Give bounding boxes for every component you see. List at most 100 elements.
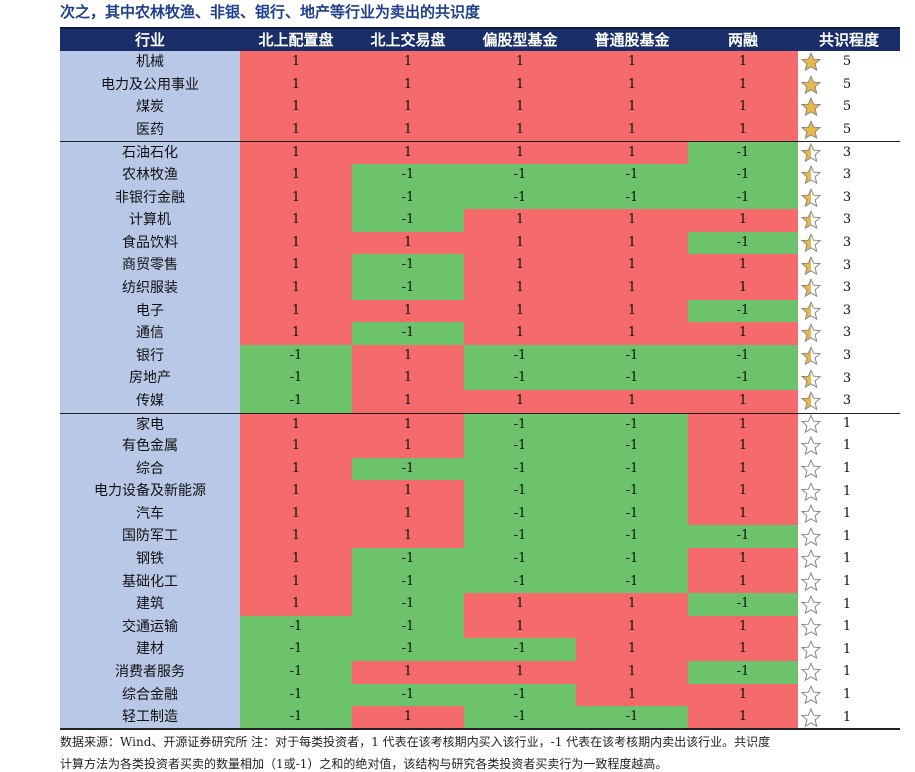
signal-cell: -1 bbox=[352, 209, 464, 232]
consensus-cell: 1 bbox=[798, 638, 900, 662]
industry-name: 电子 bbox=[60, 299, 240, 323]
signal-cell: -1 bbox=[464, 367, 576, 390]
industry-name: 传媒 bbox=[60, 389, 240, 413]
signal-cell: 1 bbox=[576, 389, 688, 413]
page-title: 次之，其中农林牧渔、非银、银行、地产等行业为卖出的共识度 bbox=[60, 3, 481, 21]
signal-cell: 1 bbox=[688, 73, 798, 97]
signal-cell: 1 bbox=[240, 570, 352, 594]
star-empty-icon bbox=[798, 616, 824, 638]
signal-cell: 1 bbox=[240, 118, 352, 142]
industry-name: 电力及公用事业 bbox=[60, 73, 240, 97]
signal-cell: -1 bbox=[576, 344, 688, 368]
table-body: 机械 1 1 1 1 1 5 电力及公用事业 1 1 1 1 1 5 煤炭 1 1 1 1 1 5 医药 1 1 1 1 1 5 石油石… bbox=[60, 51, 900, 729]
signal-cell: -1 bbox=[688, 186, 798, 210]
signal-cell: 1 bbox=[240, 276, 352, 300]
consensus-value: 3 bbox=[842, 167, 852, 183]
consensus-value: 5 bbox=[842, 54, 852, 70]
star-half-icon bbox=[798, 232, 824, 254]
signal-cell: 1 bbox=[576, 593, 688, 616]
table-row: 机械 1 1 1 1 1 5 bbox=[60, 51, 900, 74]
star-empty-icon bbox=[798, 639, 824, 661]
industry-name: 家电 bbox=[60, 413, 240, 436]
consensus-cell: 3 bbox=[798, 209, 900, 232]
industry-name: 煤炭 bbox=[60, 96, 240, 119]
signal-cell: 1 bbox=[240, 413, 352, 436]
signal-cell: 1 bbox=[464, 73, 576, 97]
signal-cell: -1 bbox=[352, 457, 464, 481]
header-cell: 两融 bbox=[727, 31, 758, 49]
star-empty-icon bbox=[798, 684, 824, 706]
consensus-cell: 3 bbox=[798, 231, 900, 255]
consensus-cell: 5 bbox=[798, 96, 900, 119]
table-row: 家电 1 1 -1 -1 1 1 bbox=[60, 412, 900, 436]
signal-cell: 1 bbox=[464, 142, 576, 164]
consensus-value: 3 bbox=[842, 325, 852, 341]
consensus-cell: 1 bbox=[798, 615, 900, 639]
consensus-cell: 3 bbox=[798, 276, 900, 300]
table-row: 传媒 -1 1 1 1 1 3 bbox=[60, 389, 900, 413]
star-half-icon bbox=[798, 322, 824, 344]
signal-cell: 1 bbox=[352, 367, 464, 390]
signal-cell: 1 bbox=[576, 299, 688, 323]
consensus-value: 1 bbox=[842, 686, 852, 702]
signal-cell: -1 bbox=[352, 163, 464, 187]
signal-cell: -1 bbox=[464, 344, 576, 368]
signal-cell: 1 bbox=[688, 435, 798, 458]
signal-cell: -1 bbox=[464, 548, 576, 571]
signal-cell: 1 bbox=[576, 118, 688, 142]
signal-cell: -1 bbox=[240, 706, 352, 729]
industry-name: 医药 bbox=[60, 118, 240, 142]
consensus-table: 行业 北上配置盘 北上交易盘 偏股型基金 普通股基金 两融 共识程度 机械 1 1 1 1 1 5 电力及… bbox=[60, 27, 900, 729]
table-row: 综合 1 -1 -1 -1 1 1 bbox=[60, 457, 900, 481]
table-row: 国防军工 1 1 -1 -1 -1 1 bbox=[60, 525, 900, 549]
table-row: 商贸零售 1 -1 1 1 1 3 bbox=[60, 254, 900, 277]
signal-cell: -1 bbox=[240, 683, 352, 707]
table-row: 农林牧渔 1 -1 -1 -1 -1 3 bbox=[60, 163, 900, 187]
table-row: 石油石化 1 1 1 1 -1 3 bbox=[60, 141, 900, 164]
industry-name: 交通运输 bbox=[60, 615, 240, 639]
table-row: 医药 1 1 1 1 1 5 bbox=[60, 118, 900, 142]
consensus-value: 1 bbox=[842, 483, 852, 499]
signal-cell: 1 bbox=[240, 186, 352, 210]
consensus-value: 3 bbox=[842, 145, 852, 161]
signal-cell: -1 bbox=[240, 661, 352, 684]
signal-cell: 1 bbox=[352, 118, 464, 142]
table-row: 非银行金融 1 -1 -1 -1 -1 3 bbox=[60, 186, 900, 210]
signal-cell: 1 bbox=[240, 525, 352, 549]
signal-cell: -1 bbox=[576, 186, 688, 210]
signal-cell: -1 bbox=[352, 254, 464, 277]
table-row: 汽车 1 1 -1 -1 1 1 bbox=[60, 502, 900, 526]
table-row: 消费者服务 -1 1 1 1 -1 1 bbox=[60, 661, 900, 684]
consensus-cell: 1 bbox=[798, 570, 900, 594]
signal-cell: -1 bbox=[352, 548, 464, 571]
industry-name: 纺织服装 bbox=[60, 276, 240, 300]
consensus-cell: 5 bbox=[798, 51, 900, 74]
signal-cell: -1 bbox=[240, 389, 352, 413]
signal-cell: 1 bbox=[352, 706, 464, 729]
star-half-icon bbox=[798, 277, 824, 299]
signal-cell: -1 bbox=[576, 548, 688, 571]
consensus-value: 3 bbox=[842, 212, 852, 228]
signal-cell: 1 bbox=[688, 322, 798, 345]
consensus-value: 1 bbox=[842, 416, 852, 432]
signal-cell: 1 bbox=[352, 661, 464, 684]
signal-cell: 1 bbox=[464, 51, 576, 74]
signal-cell: 1 bbox=[688, 389, 798, 413]
industry-name: 银行 bbox=[60, 344, 240, 368]
industry-name: 建材 bbox=[60, 638, 240, 662]
signal-cell: 1 bbox=[240, 299, 352, 323]
signal-cell: 1 bbox=[464, 615, 576, 639]
signal-cell: 1 bbox=[464, 276, 576, 300]
industry-name: 综合 bbox=[60, 457, 240, 481]
consensus-value: 3 bbox=[842, 257, 852, 273]
header-cell: 北上配置盘 bbox=[258, 31, 334, 49]
table-bottom-rule bbox=[60, 728, 900, 730]
signal-cell: 1 bbox=[352, 413, 464, 436]
signal-cell: -1 bbox=[688, 142, 798, 164]
signal-cell: -1 bbox=[464, 706, 576, 729]
consensus-value: 5 bbox=[842, 76, 852, 92]
star-half-icon bbox=[798, 300, 824, 322]
consensus-value: 1 bbox=[842, 506, 852, 522]
consensus-value: 1 bbox=[842, 641, 852, 657]
signal-cell: -1 bbox=[464, 457, 576, 481]
